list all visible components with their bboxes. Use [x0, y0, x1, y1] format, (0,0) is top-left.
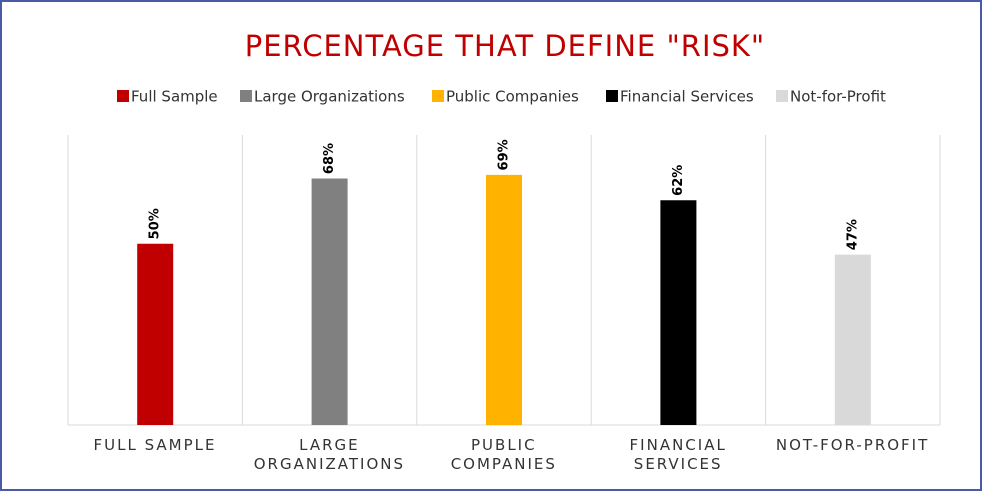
value-label: 69%: [497, 139, 512, 170]
value-label: 47%: [845, 219, 860, 250]
x-tick-label: PUBLIC COMPANIES: [450, 436, 557, 473]
x-tick-label: NOT-FOR-PROFIT: [775, 436, 930, 454]
legend-label: Public Companies: [446, 88, 579, 106]
legend-label: Financial Services: [620, 88, 754, 106]
bar: [834, 254, 871, 425]
value-label: 68%: [322, 143, 337, 174]
bar: [486, 174, 522, 425]
value-label: 62%: [671, 165, 686, 196]
chart-title: PERCENTAGE THAT DEFINE "RISK": [245, 29, 766, 63]
x-tick-label: FULL SAMPLE: [93, 436, 217, 454]
bar: [660, 200, 697, 425]
bar: [311, 178, 348, 425]
bar: [137, 243, 174, 425]
legend-label: Full Sample: [131, 88, 218, 106]
x-tick-label: LARGE ORGANIZATIONS: [253, 436, 406, 473]
legend-label: Not-for-Profit: [790, 88, 886, 106]
legend-swatch: [432, 90, 444, 102]
legend-swatch: [117, 90, 129, 102]
legend-swatch: [776, 90, 788, 102]
legend-swatch: [606, 90, 618, 102]
x-tick-label: FINANCIAL SERVICES: [629, 436, 727, 473]
legend-label: Large Organizations: [254, 88, 405, 106]
value-label: 50%: [148, 208, 163, 239]
legend-swatch: [240, 90, 252, 102]
